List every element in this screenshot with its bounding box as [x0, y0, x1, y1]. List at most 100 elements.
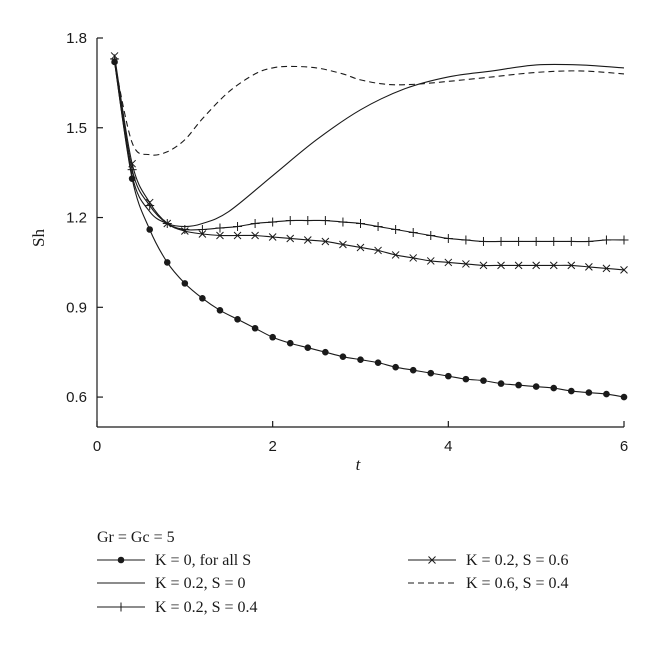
- legend-entry-1: K = 0, for all S: [97, 552, 251, 569]
- data-point-marker: [427, 369, 435, 377]
- data-point-marker: [409, 254, 418, 262]
- data-point-marker: [584, 236, 594, 246]
- ticks: 0 2 4 6 0.6 0.9 1.2 1.5 1.8: [66, 30, 628, 455]
- data-point-marker: [146, 226, 153, 233]
- data-point-marker: [515, 381, 522, 389]
- data-point-marker: [251, 324, 259, 332]
- data-point-marker: [497, 261, 505, 270]
- data-point-marker: [339, 353, 347, 360]
- legend-entry-3: K = 0.2, S = 0.4: [97, 599, 258, 616]
- data-point-marker: [286, 339, 294, 347]
- data-point-marker: [585, 389, 593, 396]
- data-point-marker: [110, 52, 119, 60]
- x-tick-label: 2: [268, 438, 276, 455]
- series-layer: [110, 52, 629, 401]
- data-point-marker: [216, 307, 224, 314]
- series-line: [114, 61, 625, 228]
- data-point-marker: [268, 233, 277, 241]
- data-point-marker: [549, 261, 558, 270]
- legend-entry-4: K = 0.2, S = 0.6: [408, 552, 569, 569]
- data-point-marker: [496, 236, 506, 246]
- data-point-marker: [549, 236, 559, 246]
- series-line: [114, 58, 625, 243]
- legend-label: K = 0, for all S: [155, 552, 251, 569]
- data-point-marker: [462, 375, 470, 383]
- data-point-marker: [268, 217, 278, 227]
- data-point-marker: [531, 236, 541, 246]
- data-point-marker: [620, 266, 628, 274]
- legend-marker-sample: [428, 556, 436, 564]
- data-point-marker: [374, 246, 382, 255]
- data-point-marker: [286, 234, 295, 243]
- data-point-marker: [480, 377, 487, 384]
- data-point-marker: [514, 261, 523, 270]
- data-point-marker: [269, 333, 276, 341]
- data-point-marker: [163, 219, 172, 228]
- data-point-marker: [339, 240, 347, 249]
- data-point-marker: [550, 384, 558, 392]
- data-point-marker: [163, 259, 171, 266]
- axes: [96, 38, 624, 428]
- data-point-marker: [251, 231, 259, 240]
- data-point-marker: [215, 223, 225, 233]
- data-point-marker: [514, 236, 524, 246]
- data-point-marker: [373, 222, 383, 232]
- data-point-marker: [426, 257, 435, 265]
- data-point-marker: [567, 261, 576, 270]
- data-point-marker: [320, 216, 330, 226]
- data-point-marker: [128, 159, 136, 168]
- series-4: [110, 52, 628, 274]
- data-point-marker: [304, 344, 312, 352]
- legend-label: K = 0.2, S = 0.6: [466, 552, 569, 569]
- x-tick-label: 4: [444, 438, 452, 455]
- data-point-marker: [303, 236, 312, 244]
- series-line: [114, 55, 625, 271]
- data-point-marker: [199, 295, 206, 302]
- data-point-marker: [198, 230, 207, 238]
- data-point-marker: [216, 231, 224, 240]
- data-point-marker: [445, 372, 452, 380]
- data-point-marker: [602, 264, 611, 273]
- y-tick-label: 1.2: [66, 210, 87, 227]
- series-1: [111, 58, 628, 401]
- data-point-marker: [322, 348, 329, 356]
- series-2: [114, 61, 625, 228]
- legend-marker-sample: [116, 602, 126, 612]
- legend-label: K = 0.2, S = 0.4: [155, 599, 258, 616]
- data-point-marker: [392, 363, 399, 371]
- y-tick-label: 1.5: [66, 120, 87, 137]
- data-point-marker: [250, 219, 260, 229]
- data-point-marker: [585, 263, 593, 271]
- data-point-marker: [620, 393, 628, 401]
- data-point-marker: [180, 225, 190, 235]
- legend-label: K = 0.6, S = 0.4: [466, 575, 569, 592]
- data-point-marker: [409, 366, 417, 374]
- legend: Gr = Gc = 5 K = 0, for all S K = 0.2, S =…: [97, 529, 569, 616]
- data-point-marker: [532, 261, 541, 270]
- data-point-marker: [197, 225, 207, 235]
- y-axis-label: Sh: [29, 229, 48, 247]
- data-point-marker: [568, 387, 575, 395]
- data-point-marker: [478, 236, 488, 246]
- data-point-marker: [444, 258, 453, 267]
- data-point-marker: [461, 235, 471, 245]
- data-point-marker: [180, 227, 189, 235]
- legend-marker-sample: [117, 556, 125, 564]
- data-point-marker: [391, 251, 400, 259]
- legend-label: K = 0.2, S = 0: [155, 575, 246, 592]
- data-point-marker: [303, 216, 313, 226]
- y-tick-label: 0.6: [66, 389, 87, 406]
- y-tick-label: 0.9: [66, 299, 87, 316]
- data-point-marker: [234, 315, 241, 323]
- x-tick-label: 6: [620, 438, 628, 455]
- data-point-marker: [127, 165, 137, 175]
- data-point-marker: [356, 243, 365, 252]
- data-point-marker: [603, 390, 610, 398]
- legend-header: Gr = Gc = 5: [97, 529, 175, 546]
- data-point-marker: [601, 235, 611, 245]
- y-tick-label: 1.8: [66, 30, 87, 47]
- data-point-marker: [391, 225, 401, 235]
- x-tick-label: 0: [93, 438, 101, 455]
- series-5: [114, 61, 625, 156]
